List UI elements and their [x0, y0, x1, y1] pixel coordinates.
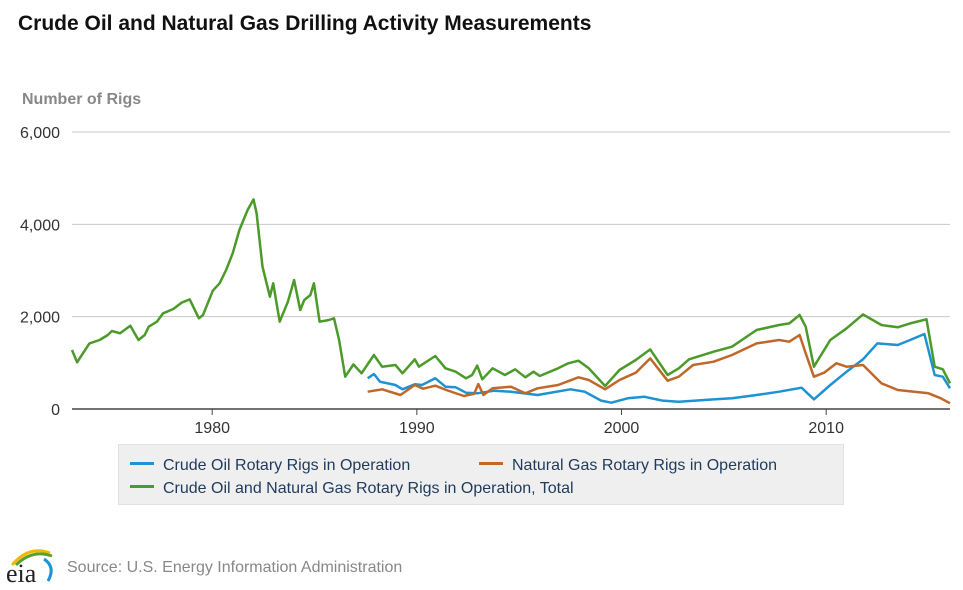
legend-label: Natural Gas Rotary Rigs in Operation [512, 457, 777, 474]
legend-label: Crude Oil Rotary Rigs in Operation [163, 457, 411, 474]
chart-title: Crude Oil and Natural Gas Drilling Activ… [18, 12, 592, 35]
total-line [70, 198, 952, 388]
svg-text:eia: eia [6, 559, 37, 585]
y-tick-label: 6,000 [20, 125, 60, 142]
y-tick-label: 4,000 [20, 217, 60, 234]
eia-logo: eia [6, 549, 53, 585]
line-chart: 0 2,000 4,000 6,000 1980 1990 2000 2010 [20, 125, 952, 437]
legend-item-total: Crude Oil and Natural Gas Rotary Rigs in… [130, 480, 574, 498]
y-axis-label: Number of Rigs [22, 91, 142, 108]
source-note: Source: U.S. Energy Information Administ… [67, 559, 403, 576]
legend-swatch [130, 462, 154, 466]
legend-swatch [479, 462, 503, 466]
x-tick-label: 1990 [399, 420, 435, 437]
legend-item-crude-oil: Crude Oil Rotary Rigs in Operation [130, 457, 410, 475]
y-tick-label: 0 [51, 402, 60, 419]
x-tick-label: 2000 [604, 420, 640, 437]
crude-oil-line [366, 332, 952, 404]
legend-label: Crude Oil and Natural Gas Rotary Rigs in… [163, 480, 574, 497]
x-tick-label: 1980 [194, 420, 230, 437]
legend-swatch [130, 485, 154, 489]
y-tick-label: 2,000 [20, 310, 60, 327]
x-tick-label: 2010 [808, 420, 844, 437]
legend: Crude Oil Rotary Rigs in Operation Natur… [118, 444, 844, 505]
legend-item-natural-gas: Natural Gas Rotary Rigs in Operation [479, 457, 777, 475]
natural-gas-line [367, 333, 951, 405]
